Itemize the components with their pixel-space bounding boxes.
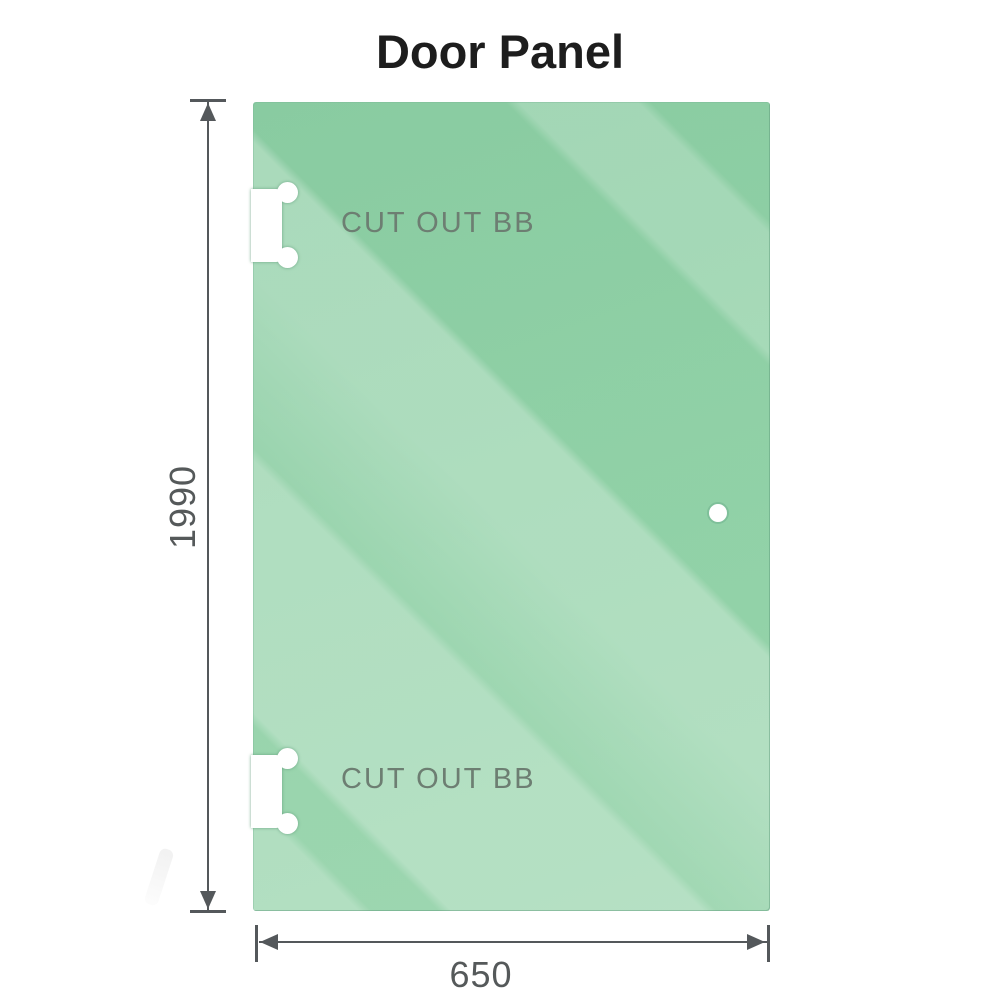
cutout-notch-circle-bottom: [277, 813, 298, 834]
arrow-down-icon: [200, 891, 216, 909]
width-dim-tick-left: [255, 925, 258, 962]
hinge-cutout-bottom: [251, 748, 299, 834]
cutout-notch-circle-bottom: [277, 247, 298, 268]
height-dim-cap-top: [190, 99, 226, 102]
width-dim-line: [259, 941, 767, 943]
page-title: Door Panel: [375, 25, 625, 78]
glass-panel: CUT OUT BB CUT OUT BB: [251, 102, 770, 911]
cutout-notch-circle-top: [277, 182, 298, 203]
hinge-cutout-top: [251, 182, 299, 268]
arrow-up-icon: [200, 103, 216, 121]
arrow-left-icon: [260, 934, 278, 950]
height-dim-cap-bottom: [190, 910, 226, 913]
width-dim-tick-right: [767, 925, 770, 962]
height-dim-line: [207, 102, 209, 910]
arrow-right-icon: [747, 934, 765, 950]
scan-artifact: [143, 847, 175, 907]
cutout-bottom-label: CUT OUT BB: [341, 763, 536, 795]
handle-hole: [707, 502, 729, 524]
cutout-notch-circle-top: [277, 748, 298, 769]
cutout-notch-rect: [251, 755, 282, 828]
cutout-notch-rect: [251, 189, 282, 262]
height-dim-label: 1990: [162, 464, 203, 550]
cutout-top-label: CUT OUT BB: [341, 207, 536, 239]
width-dim-label: 650: [449, 954, 513, 995]
